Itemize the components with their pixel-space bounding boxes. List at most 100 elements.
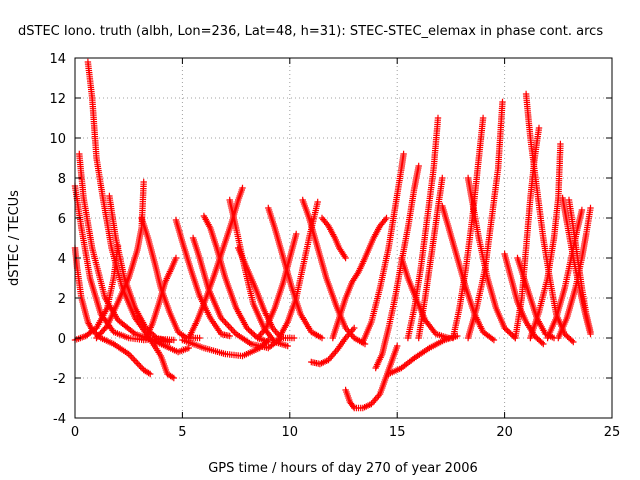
data-point bbox=[134, 360, 141, 367]
data-point bbox=[133, 358, 140, 366]
data-point bbox=[102, 324, 110, 331]
data-series bbox=[404, 114, 442, 342]
data-point bbox=[245, 326, 252, 333]
data-point bbox=[290, 334, 298, 342]
y-tick-label: 10 bbox=[49, 132, 66, 147]
data-point bbox=[509, 331, 516, 339]
y-tick-label: 14 bbox=[49, 52, 66, 67]
chart-title: dSTEC Iono. truth (albh, Lon=236, Lat=48… bbox=[18, 24, 603, 39]
x-axis-title: GPS time / hours of day 270 of year 2006 bbox=[208, 461, 478, 476]
data-series bbox=[84, 58, 177, 382]
data-series bbox=[318, 214, 349, 262]
y-tick-label: 2 bbox=[58, 292, 66, 307]
data-series bbox=[512, 124, 543, 342]
data-series bbox=[527, 140, 564, 342]
data-series bbox=[179, 336, 272, 360]
data-series bbox=[439, 202, 498, 344]
data-series bbox=[449, 114, 487, 342]
data-point bbox=[246, 327, 254, 335]
data-point bbox=[140, 178, 147, 186]
data-series bbox=[385, 332, 461, 378]
data-point bbox=[137, 363, 144, 370]
y-tick-label: 12 bbox=[49, 92, 66, 107]
data-point bbox=[249, 330, 257, 337]
data-point bbox=[166, 338, 173, 346]
data-series bbox=[342, 342, 401, 412]
data-point bbox=[501, 324, 508, 332]
data-point bbox=[314, 198, 321, 206]
data-point bbox=[504, 327, 511, 335]
data-point bbox=[415, 162, 422, 170]
data-point bbox=[318, 334, 326, 342]
y-axis-title: dSTEC / TECUs bbox=[7, 190, 22, 286]
data-series bbox=[329, 214, 390, 342]
data-series bbox=[93, 178, 147, 342]
data-point bbox=[587, 204, 594, 212]
data-point bbox=[229, 327, 237, 334]
x-tick-label: 20 bbox=[496, 425, 513, 440]
data-point bbox=[239, 184, 246, 192]
data-point bbox=[131, 357, 138, 364]
data-series bbox=[71, 244, 154, 378]
data-series bbox=[372, 162, 422, 372]
data-point bbox=[570, 338, 577, 346]
data-point bbox=[490, 336, 498, 344]
y-tick-label: 6 bbox=[58, 212, 66, 227]
data-point bbox=[587, 328, 594, 336]
data-marks bbox=[71, 58, 594, 412]
data-point bbox=[506, 329, 513, 336]
data-point bbox=[263, 338, 271, 345]
data-point bbox=[170, 336, 177, 344]
data-point bbox=[223, 321, 231, 328]
data-point bbox=[251, 331, 258, 339]
data-series bbox=[308, 324, 358, 368]
x-tick-labels: 0 5 10 15 20 25 bbox=[71, 425, 620, 440]
data-series bbox=[200, 212, 272, 346]
data-series bbox=[142, 254, 180, 342]
data-series bbox=[138, 214, 203, 342]
data-point bbox=[147, 370, 154, 378]
data-point bbox=[350, 403, 357, 410]
data-point bbox=[434, 114, 442, 122]
data-series bbox=[185, 184, 246, 342]
data-series bbox=[555, 204, 594, 342]
x-tick-label: 10 bbox=[282, 425, 299, 440]
y-tick-label: 0 bbox=[58, 332, 66, 347]
data-point bbox=[150, 331, 157, 339]
data-point bbox=[151, 333, 159, 340]
y-tick-label: 4 bbox=[58, 252, 66, 267]
data-point bbox=[130, 355, 137, 362]
y-tick-label: 8 bbox=[58, 172, 66, 187]
data-point bbox=[540, 340, 547, 348]
data-point bbox=[383, 214, 390, 222]
data-point bbox=[400, 150, 407, 158]
data-point bbox=[128, 354, 135, 361]
data-point bbox=[265, 336, 272, 344]
data-point bbox=[284, 342, 291, 350]
data-series bbox=[415, 174, 446, 342]
data-point bbox=[226, 324, 234, 331]
data-point bbox=[196, 334, 203, 342]
data-series bbox=[359, 150, 407, 346]
data-point bbox=[439, 174, 446, 182]
y-tick-label: -2 bbox=[53, 372, 66, 387]
data-point bbox=[136, 362, 143, 369]
grid bbox=[75, 58, 612, 418]
data-series bbox=[544, 206, 586, 342]
data-series bbox=[226, 196, 291, 350]
data-point bbox=[228, 326, 235, 333]
data-series bbox=[76, 150, 192, 356]
data-point bbox=[130, 329, 137, 336]
data-point bbox=[222, 319, 229, 326]
data-point bbox=[578, 206, 586, 214]
data-point bbox=[557, 140, 564, 148]
y-tick-label: -4 bbox=[53, 412, 66, 427]
data-point bbox=[342, 254, 349, 262]
axis-ticks bbox=[74, 57, 613, 419]
data-point bbox=[172, 254, 180, 262]
data-point bbox=[568, 337, 576, 344]
data-point bbox=[394, 342, 401, 350]
data-series bbox=[254, 230, 300, 342]
x-tick-label: 0 bbox=[71, 425, 79, 440]
